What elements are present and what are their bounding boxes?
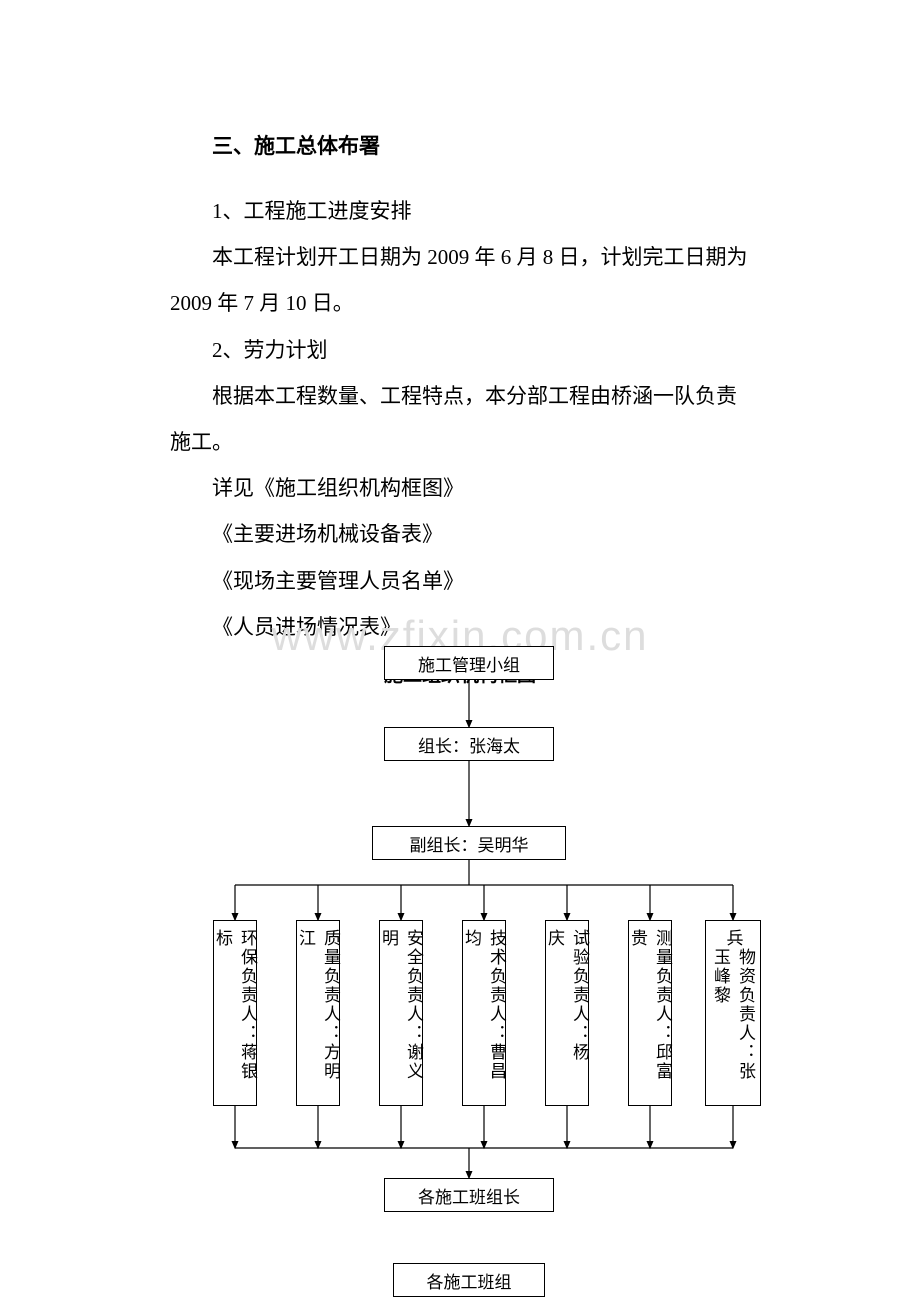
paragraph: 2009 年 7 月 10 日。: [170, 280, 750, 326]
org-chart: 施工管理小组组长：张海太副组长：吴明华环保负责人：蒋银标质量负责人：方明江安全负…: [0, 640, 920, 1300]
org-role-r7: 兵物资负责人：张玉峰黎: [705, 920, 761, 1106]
org-role-r5: 试验负责人：杨 庆: [545, 920, 589, 1106]
paragraph: 本工程计划开工日期为 2009 年 6 月 8 日，计划完工日期为: [170, 234, 750, 280]
paragraph: 详见《施工组织机构框图》: [170, 465, 750, 511]
org-node-n1: 施工管理小组: [384, 646, 554, 680]
paragraph: 1、工程施工进度安排: [170, 188, 750, 234]
org-role-r6: 测量负责人：邱富贵: [628, 920, 672, 1106]
paragraph: 《主要进场机械设备表》: [170, 511, 750, 557]
org-role-r1: 环保负责人：蒋银标: [213, 920, 257, 1106]
paragraph: 《现场主要管理人员名单》: [170, 558, 750, 604]
org-node-n2: 组长：张海太: [384, 727, 554, 761]
paragraph: 根据本工程数量、工程特点，本分部工程由桥涵一队负责施工。: [170, 373, 750, 465]
org-role-r3: 安全负责人：谢义明: [379, 920, 423, 1106]
paragraph: 2、劳力计划: [170, 327, 750, 373]
org-node-n5: 各施工班组长: [384, 1178, 554, 1212]
org-role-r2: 质量负责人：方明江: [296, 920, 340, 1106]
org-node-n6: 各施工班组: [393, 1263, 545, 1297]
org-role-r4: 技术负责人：曹昌均: [462, 920, 506, 1106]
section-heading: 三、施工总体布署: [170, 130, 750, 160]
org-node-n3: 副组长：吴明华: [372, 826, 566, 860]
